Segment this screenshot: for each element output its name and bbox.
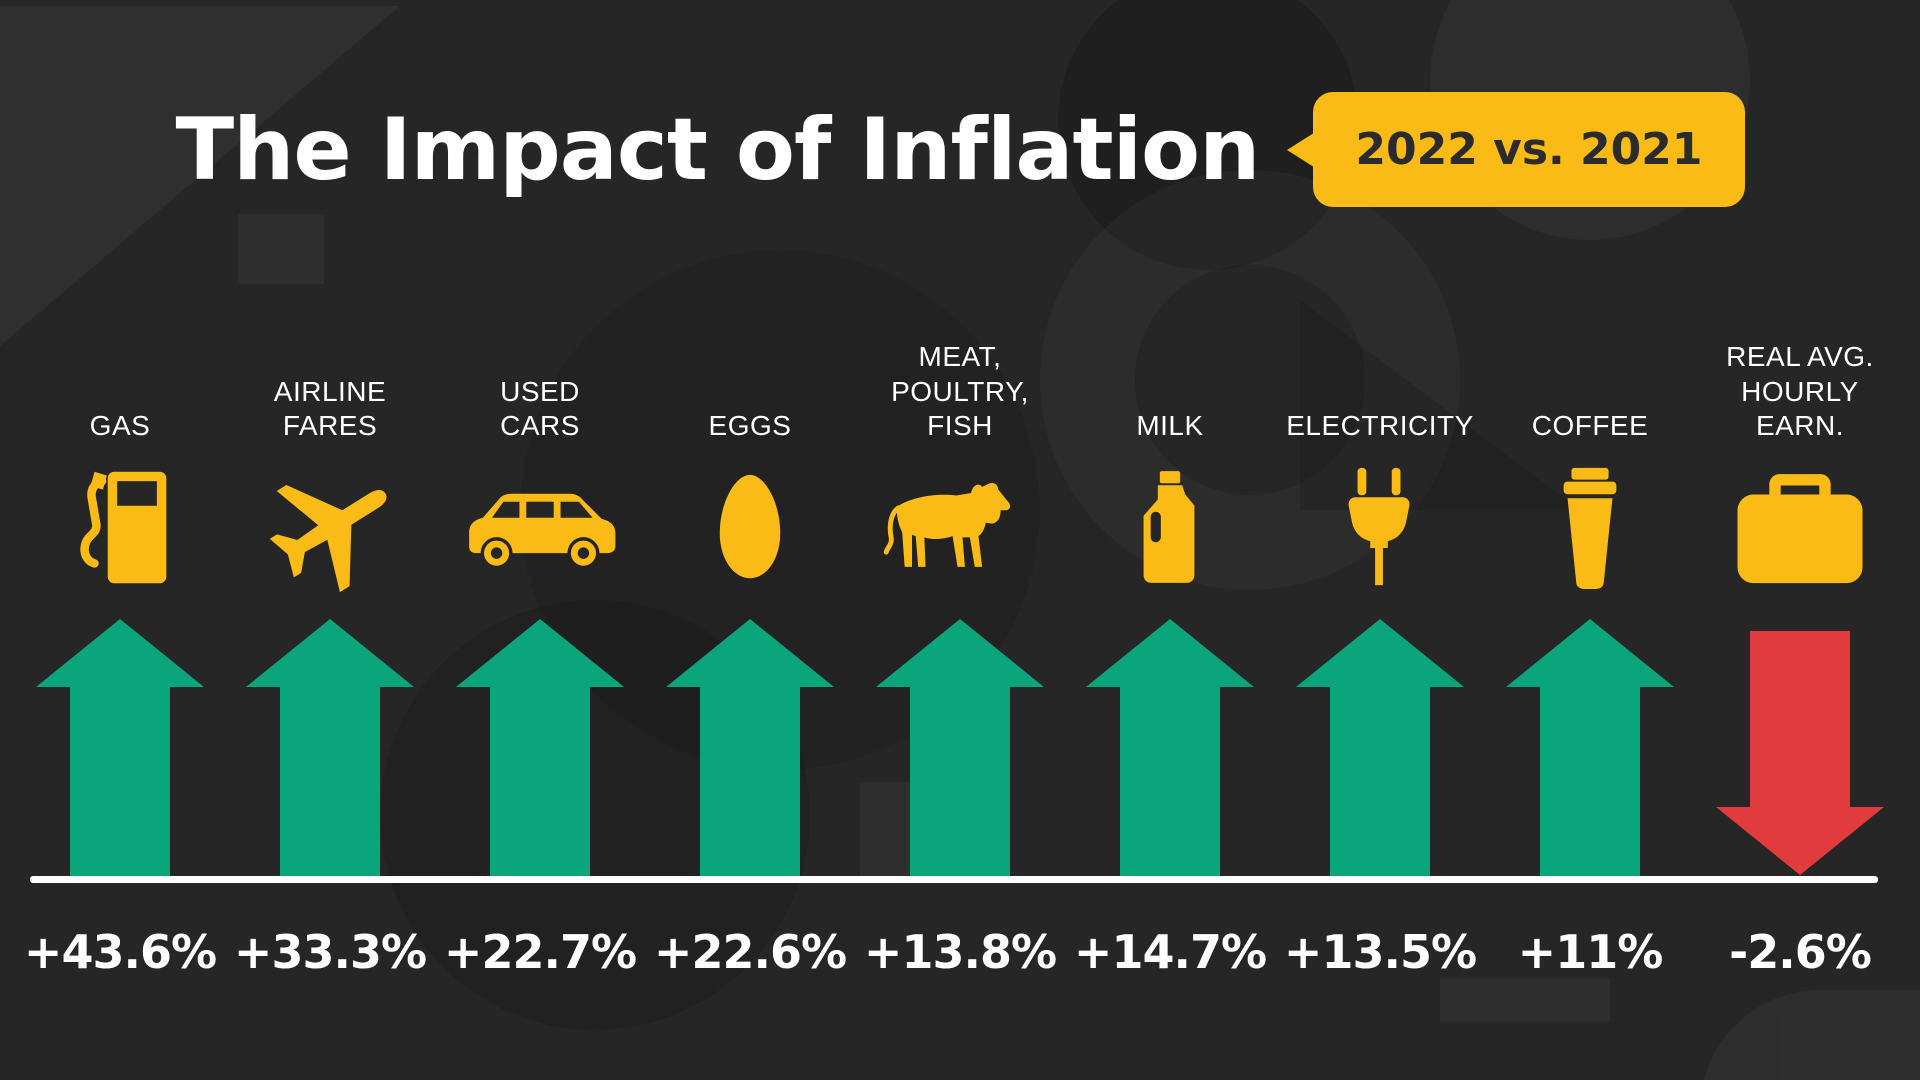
header: The Impact of Inflation 2022 vs. 2021 [0,92,1920,207]
car-icon [460,450,620,605]
cow-icon [880,450,1040,605]
category-label: ELECTRICITY [1286,410,1474,442]
category-column: AIRLINE FARES +33.3% [225,300,435,979]
category-column: REAL AVG. HOURLY EARN. -2.6% [1695,300,1905,979]
category-column: MEAT, POULTRY, FISH +13.8% [855,300,1065,979]
airplane-icon [259,450,401,605]
category-label: AIRLINE FARES [273,375,387,442]
category-column: GAS +43.6% [15,300,225,979]
decorative-quarter-circle [1700,990,1920,1080]
category-column: MILK +14.7% [1065,300,1275,979]
category-label: MEAT, POULTRY, FISH [891,340,1029,442]
category-column: ELECTRICITY +13.5% [1275,300,1485,979]
category-label: GAS [89,410,151,442]
category-label: COFFEE [1531,410,1649,442]
comparison-badge: 2022 vs. 2021 [1313,92,1745,207]
category-label: REAL AVG. HOURLY EARN. [1726,340,1874,442]
value-label: +22.6% [653,925,847,979]
increase-arrow [246,605,414,879]
decorative-square [238,214,324,284]
category-column: USED CARS +22.7% [435,300,645,979]
category-column: COFFEE +11% [1485,300,1695,979]
page-title: The Impact of Inflation [175,99,1260,200]
decorative-rectangle [1440,978,1610,1022]
value-label: +14.7% [1073,925,1267,979]
category-label: EGGS [708,410,792,442]
category-label: MILK [1136,410,1204,442]
value-label: +13.5% [1283,925,1477,979]
value-label: +33.3% [233,925,427,979]
inflation-chart: GAS +43.6% AIRLINE FARES +33.3% USED CARS +22.7… [15,300,1905,979]
value-label: -2.6% [1729,925,1872,979]
category-label: USED CARS [500,375,580,442]
coffee-cup-icon [1546,450,1634,605]
increase-arrow [1506,605,1674,879]
decrease-arrow [1716,605,1884,879]
gas-pump-icon [68,450,172,605]
increase-arrow [36,605,204,879]
increase-arrow [1296,605,1464,879]
value-label: +22.7% [443,925,637,979]
increase-arrow [666,605,834,879]
value-label: +43.6% [23,925,217,979]
egg-icon [706,450,794,605]
briefcase-icon [1726,450,1874,605]
increase-arrow [456,605,624,879]
plug-icon [1336,450,1424,605]
milk-jug-icon [1119,450,1221,605]
value-label: +13.8% [863,925,1057,979]
increase-arrow [876,605,1044,879]
category-column: EGGS +22.6% [645,300,855,979]
value-label: +11% [1517,925,1664,979]
baseline-axis [30,876,1878,883]
increase-arrow [1086,605,1254,879]
